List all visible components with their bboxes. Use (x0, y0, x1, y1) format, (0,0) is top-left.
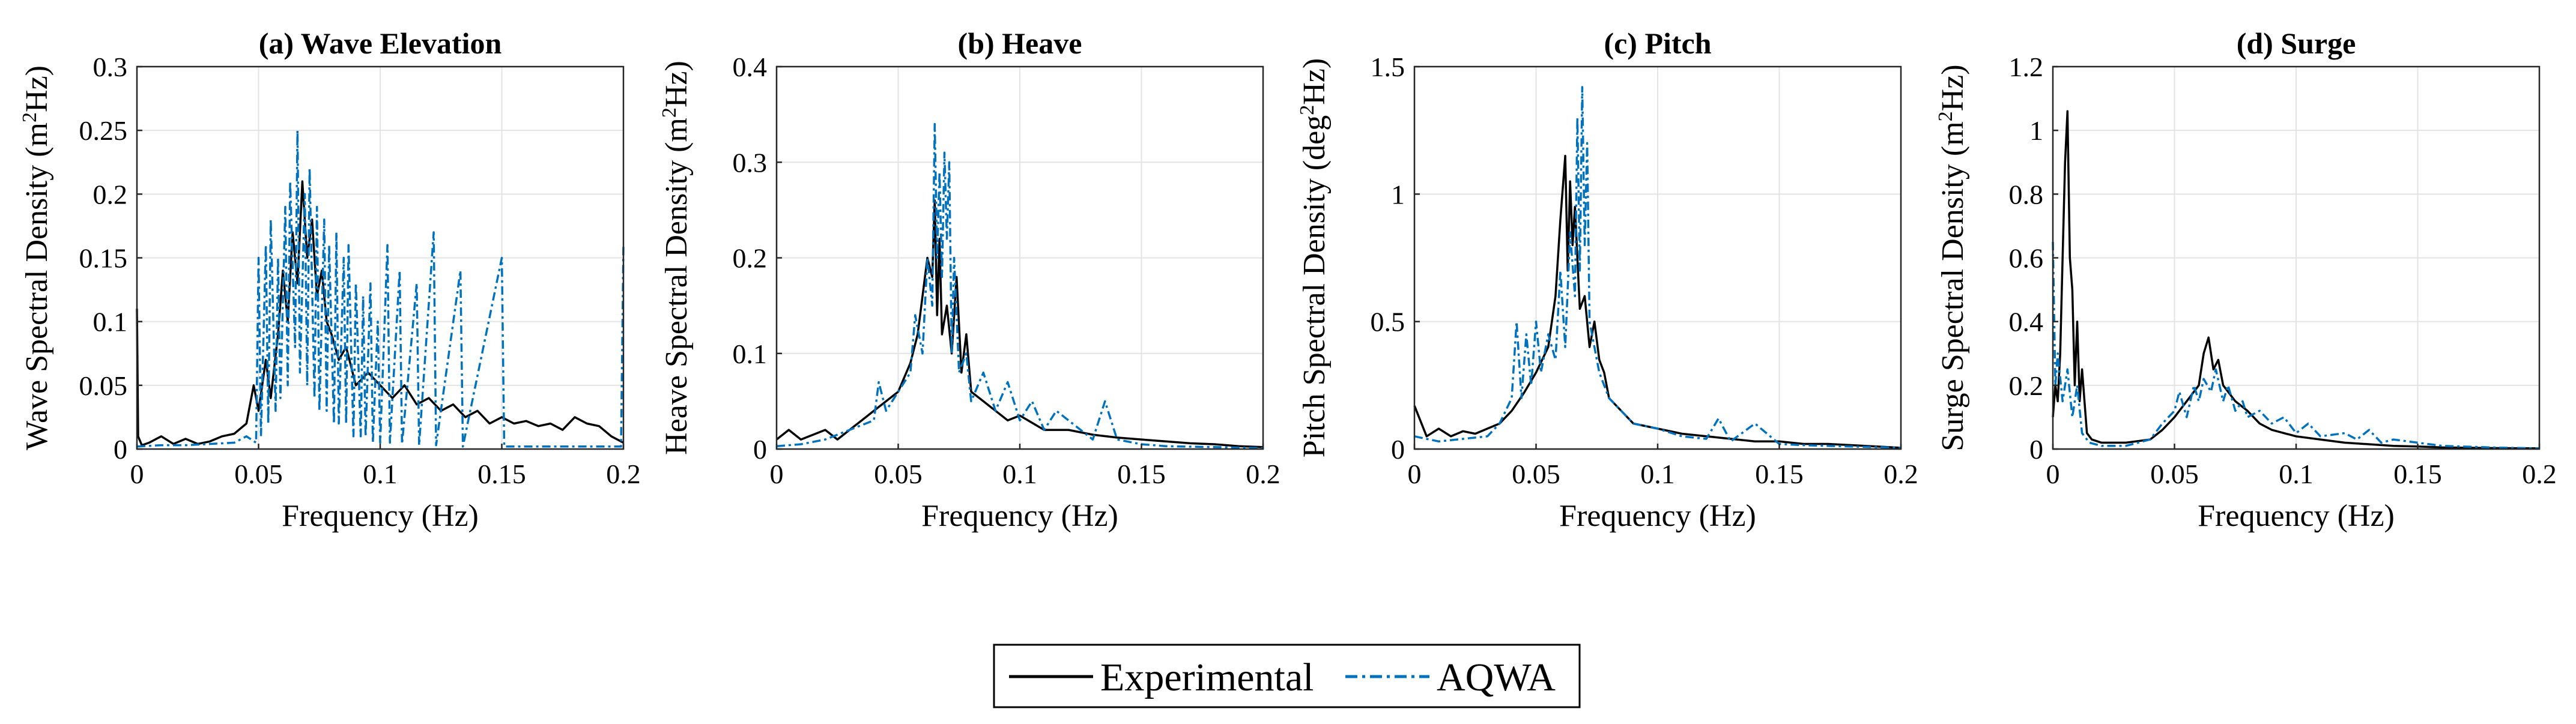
pitch-xtick-label: 0.2 (1884, 459, 1918, 489)
legend-aqwa-label: AQWA (1437, 656, 1556, 699)
wave-elevation-ytick-label: 0.05 (79, 370, 128, 401)
surge-xtick-label: 0.2 (2522, 459, 2557, 489)
chart-heave: 0 0.05 0.1 0.15 0.2 0 0.1 0.2 0.3 0.4 (b) Heave Fre… (658, 26, 1280, 533)
pitch-xlabel: Frequency (Hz) (1559, 499, 1756, 533)
pitch-ytick-label: 0.5 (1371, 307, 1405, 337)
wave-elevation-series-aqwa (136, 129, 625, 448)
wave-elevation-ylabel-sup: 2 (19, 112, 41, 122)
surge-xtick-label: 0.15 (2393, 459, 2442, 489)
wave-elevation-xtick-label: 0.2 (606, 459, 641, 489)
wave-elevation-xtick-label: 0.15 (477, 459, 526, 489)
heave-xtick-label: 0.2 (1246, 459, 1280, 489)
heave-title: (b) Heave (958, 26, 1082, 60)
heave-ytick-label: 0.4 (733, 52, 768, 82)
surge-ytick-label: 0 (2029, 434, 2043, 465)
wave-elevation-ytick-label: 0.25 (79, 115, 128, 146)
pitch-xtick-label: 0.1 (1640, 459, 1675, 489)
surge-ytick-label: 0.2 (2009, 370, 2044, 401)
wave-elevation-ylabel-main: Wave Spectral Density (m (20, 122, 54, 450)
wave-elevation-ylabel-end: Hz) (20, 65, 54, 112)
surge-ylabel: Surge Spectral Density (m2Hz) (1935, 64, 1970, 451)
heave-ylabel: Heave Spectral Density (m2Hz) (658, 61, 694, 455)
pitch-xtick-label: 0.05 (1512, 459, 1560, 489)
heave-ylabel-main: Heave Spectral Density (m (659, 118, 694, 455)
heave-ytick-label: 0 (753, 434, 767, 465)
heave-series-experimental (775, 199, 1264, 448)
heave-ylabel-sup: 2 (658, 107, 680, 118)
chart-surge: 0 0.05 0.1 0.15 0.2 0 0.2 0.4 0.6 0.8 1 1.2 (d) Surg… (1935, 26, 2557, 533)
surge-xlabel: Frequency (Hz) (2198, 499, 2395, 533)
pitch-ylabel-main: Pitch Spectral Density (deg (1297, 115, 1332, 457)
pitch-ylabel-sup: 2 (1296, 105, 1318, 115)
heave-xtick-label: 0.05 (874, 459, 923, 489)
surge-xtick-label: 0.05 (2150, 459, 2199, 489)
heave-ytick-label: 0.1 (733, 339, 768, 369)
heave-ylabel-end: Hz) (659, 61, 694, 107)
surge-ytick-label: 0.8 (2009, 179, 2044, 210)
pitch-series-aqwa (1414, 86, 1902, 449)
wave-elevation-series-experimental (136, 180, 624, 447)
pitch-ylabel: Pitch Spectral Density (deg2Hz) (1296, 58, 1332, 457)
surge-series-experimental (2052, 110, 2540, 450)
surge-ytick-label: 0.6 (2009, 243, 2044, 274)
pitch-grid (1414, 67, 1901, 449)
surge-ytick-label: 1.2 (2009, 52, 2044, 82)
surge-xtick-label: 0.1 (2279, 459, 2314, 489)
wave-elevation-ylabel: Wave Spectral Density (m2Hz) (19, 65, 54, 450)
pitch-title: (c) Pitch (1604, 26, 1711, 60)
surge-title: (d) Surge (2237, 26, 2356, 60)
surge-ytick-label: 1 (2029, 115, 2043, 146)
pitch-ytick-label: 1 (1391, 179, 1405, 210)
wave-elevation-ytick-label: 0.1 (93, 307, 128, 337)
heave-grid (777, 67, 1263, 449)
pitch-series-experimental (1413, 154, 1902, 449)
legend-experimental-label: Experimental (1100, 656, 1314, 699)
panels: 0 0.05 0.1 0.15 0.2 0 0.05 0.1 0.15 0.2 0.25 0.3 (a)… (19, 26, 2557, 533)
pitch-ytick-label: 1.5 (1371, 52, 1405, 82)
legend: Experimental AQWA (993, 644, 1581, 708)
wave-elevation-ytick-label: 0.2 (93, 179, 128, 210)
pitch-ylabel-end: Hz) (1297, 58, 1332, 105)
surge-ytick-label: 0.4 (2009, 307, 2044, 337)
heave-xtick-label: 0 (770, 459, 784, 489)
wave-elevation-ytick-label: 0.15 (79, 243, 128, 274)
wave-elevation-xtick-label: 0.1 (363, 459, 398, 489)
heave-ytick-label: 0.3 (733, 147, 768, 178)
surge-ylabel-sup: 2 (1935, 111, 1957, 121)
chart-wave-elevation: 0 0.05 0.1 0.15 0.2 0 0.05 0.1 0.15 0.2 0.25 0.3 (a)… (19, 26, 641, 533)
pitch-xtick-label: 0.15 (1755, 459, 1804, 489)
heave-series-aqwa (776, 122, 1264, 450)
pitch-ytick-label: 0 (1391, 434, 1405, 465)
wave-elevation-xtick-label: 0.05 (234, 459, 283, 489)
surge-ylabel-main: Surge Spectral Density (m (1936, 121, 1970, 451)
wave-elevation-xlabel: Frequency (Hz) (282, 499, 479, 533)
surge-grid (2053, 67, 2539, 449)
chart-pitch: 0 0.05 0.1 0.15 0.2 0 0.5 1 1.5 (c) Pitch Frequenc… (1296, 26, 1918, 533)
wave-elevation-ytick-label: 0.3 (93, 52, 128, 82)
heave-xlabel: Frequency (Hz) (921, 499, 1118, 533)
surge-series-aqwa (2052, 241, 2540, 450)
pitch-xtick-label: 0 (1408, 459, 1422, 489)
wave-elevation-xtick-label: 0 (130, 459, 144, 489)
wave-elevation-ytick-label: 0 (114, 434, 127, 465)
surge-ylabel-end: Hz) (1936, 64, 1970, 111)
heave-xtick-label: 0.1 (1002, 459, 1037, 489)
wave-elevation-title: (a) Wave Elevation (259, 26, 502, 60)
heave-ytick-label: 0.2 (733, 243, 768, 274)
heave-xtick-label: 0.15 (1117, 459, 1166, 489)
surge-xtick-label: 0 (2046, 459, 2060, 489)
